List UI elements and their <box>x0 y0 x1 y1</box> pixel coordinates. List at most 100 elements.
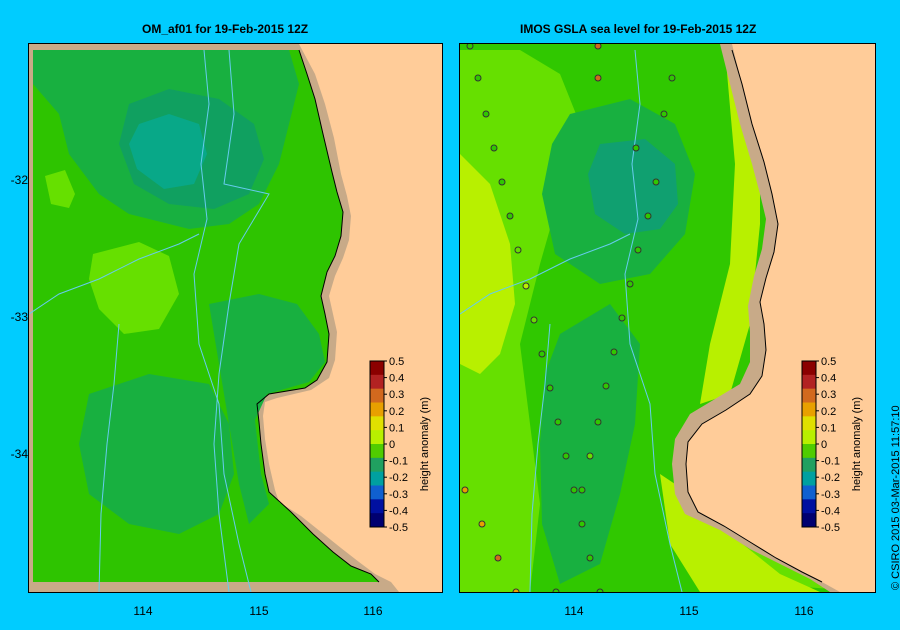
colorbar-tick-label: -0.2 <box>821 472 840 484</box>
bathymetry-contour <box>460 233 631 315</box>
anomaly-contour-negative <box>540 304 640 584</box>
colorbar-segment <box>802 444 816 459</box>
bathymetry-contour <box>529 323 551 592</box>
track-point <box>594 44 602 50</box>
track-point <box>538 350 546 358</box>
track-point <box>512 588 520 592</box>
anomaly-contour-negative <box>209 294 325 524</box>
colorbar-segment <box>370 388 384 403</box>
colorbar-segment <box>802 374 816 390</box>
track-point <box>602 382 610 390</box>
track-point <box>634 246 642 254</box>
track-point <box>626 280 634 288</box>
gsla-height-anomaly-map <box>460 44 875 592</box>
land <box>686 44 875 592</box>
colorbar-tick-label: 0.1 <box>389 422 404 434</box>
colorbar-tick-label: 0.3 <box>821 389 836 401</box>
track-point <box>490 144 498 152</box>
colorbar-segment <box>370 499 384 514</box>
colorbar-segment <box>370 471 384 486</box>
track-point <box>660 110 668 118</box>
anomaly-contour-strong-negative <box>588 139 678 234</box>
model-map-panel <box>28 43 443 593</box>
left-colorbar: 0.5 0.4 0.3 0.2 0.1 0 -0.1 -0.2 -0.3 -0.4 -0.5 heig… <box>369 356 431 534</box>
colorbar-label: height anomaly (m) <box>851 397 863 491</box>
track-point <box>522 282 530 290</box>
colorbar-segment <box>802 485 816 500</box>
colorbar-segment <box>802 430 816 445</box>
coastline <box>685 49 823 583</box>
track-point <box>618 314 626 322</box>
bathymetry-contour <box>98 323 120 592</box>
altimeter-track-points <box>461 44 676 592</box>
bathymetry-contour <box>624 49 683 592</box>
track-point <box>461 486 469 494</box>
colorbar-segment <box>802 471 816 486</box>
colorbar-tick-label: -0.4 <box>821 505 840 517</box>
anomaly-contour-positive <box>45 170 75 208</box>
track-point <box>562 452 570 460</box>
track-point <box>586 554 594 562</box>
track-point <box>478 520 486 528</box>
track-point <box>594 74 602 82</box>
track-point <box>482 110 490 118</box>
x-tick-label: 114 <box>133 604 153 618</box>
copyright-credit: © CSIRO 2015 03-Mar-2015 11:57:10 <box>890 405 900 590</box>
right-colorbar: 0.5 0.4 0.3 0.2 0.1 0 -0.1 -0.2 -0.3 -0.4 -0.5 heig… <box>801 356 863 534</box>
track-point <box>586 452 594 460</box>
bathymetry-contour <box>213 49 270 592</box>
track-point <box>610 348 618 356</box>
track-point <box>596 588 604 592</box>
track-point <box>546 384 554 392</box>
anomaly-contour-negative <box>79 374 234 534</box>
colorbar-tick-label: 0.1 <box>821 422 836 434</box>
x-tick-label: 116 <box>794 604 814 618</box>
track-point <box>554 418 562 426</box>
colorbar-tick-label: -0.5 <box>821 522 840 534</box>
track-point <box>530 316 538 324</box>
track-point <box>594 418 602 426</box>
colorbar-segment <box>370 444 384 459</box>
colorbar-tick-label: -0.5 <box>389 522 408 534</box>
track-point <box>632 144 640 152</box>
bathymetry-contour <box>193 49 252 592</box>
colorbar-tick-label: 0.4 <box>389 373 404 385</box>
model-height-anomaly-map <box>29 44 442 592</box>
colorbar-segment <box>370 457 384 473</box>
anomaly-contour-min <box>129 114 207 189</box>
colorbar-segment <box>370 361 384 376</box>
track-point <box>514 246 522 254</box>
right-panel-title: IMOS GSLA sea level for 19-Feb-2015 12Z <box>520 22 757 36</box>
colorbar-segment <box>802 513 816 528</box>
track-point <box>578 486 586 494</box>
track-point <box>578 520 586 528</box>
colorbar-tick-label: 0.5 <box>821 356 836 368</box>
colorbar-tick-label: 0.5 <box>389 356 404 368</box>
y-tick-label: -34 <box>10 447 28 461</box>
track-point <box>652 178 660 186</box>
colorbar-segment <box>370 416 384 431</box>
colorbar-tick-label: -0.1 <box>389 456 408 468</box>
track-point <box>552 588 560 592</box>
colorbar-segment <box>370 485 384 500</box>
colorbar-segment <box>802 402 816 417</box>
colorbar-tick-label: 0.2 <box>389 406 404 418</box>
x-tick-label: 115 <box>679 604 699 618</box>
anomaly-contour-high <box>660 474 820 592</box>
observation-map-panel <box>459 43 876 593</box>
track-point <box>570 486 578 494</box>
colorbar-segment <box>802 499 816 514</box>
coastline <box>256 49 380 583</box>
colorbar-label: height anomaly (m) <box>419 397 431 491</box>
bathymetry-contour <box>29 233 200 315</box>
land <box>263 44 442 592</box>
track-point <box>668 74 676 82</box>
y-tick-label: -32 <box>10 173 28 187</box>
track-point <box>474 74 482 82</box>
anomaly-contour-high <box>460 154 515 374</box>
track-point <box>506 212 514 220</box>
colorbar-tick-label: 0.2 <box>821 406 836 418</box>
colorbar-segment <box>802 416 816 431</box>
colorbar-tick-label: -0.4 <box>389 505 408 517</box>
x-tick-label: 115 <box>249 604 269 618</box>
